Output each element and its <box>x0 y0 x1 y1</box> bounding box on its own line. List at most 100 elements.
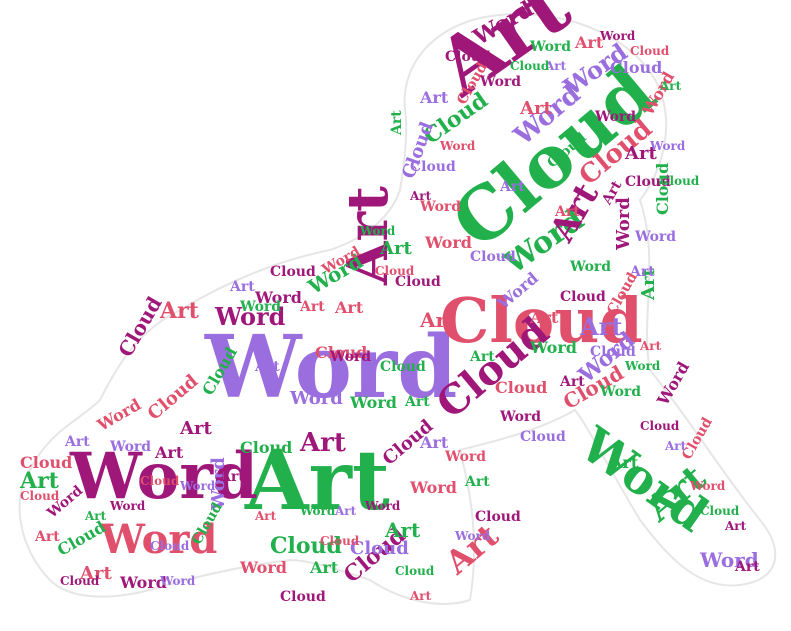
cloud-word-art: Art <box>310 558 339 577</box>
cloud-word-cloud: Cloud <box>470 249 516 265</box>
cloud-word-word: Word <box>410 478 457 497</box>
cloud-word-cloud: Cloud <box>20 453 73 472</box>
cloud-word-cloud: Cloud <box>590 344 636 360</box>
cloud-word-word: Word <box>530 39 572 55</box>
cloud-word-word: Word <box>595 109 637 125</box>
cloud-word-word: Word <box>570 259 612 275</box>
cloud-word-art: Art <box>545 59 567 73</box>
cloud-word-art: Art <box>410 589 432 603</box>
cloud-word-art: Art <box>389 110 405 135</box>
cloud-word-cloud: Cloud <box>320 534 360 548</box>
cloud-word-art: Art <box>410 189 432 203</box>
cloud-word-art: Art <box>420 433 449 452</box>
cloud-word-word: Word <box>240 558 287 577</box>
cloud-word-art: Art <box>230 279 255 295</box>
cloud-word-art: Art <box>420 88 449 107</box>
cloud-word-word: Word <box>70 439 258 514</box>
cloud-word-art: Art <box>335 298 364 317</box>
cloud-word-art: Art <box>35 529 60 545</box>
cloud-word-word: Word <box>290 388 343 409</box>
cloud-word-art: Art <box>420 308 456 332</box>
cloud-word-art: Art <box>255 509 277 523</box>
cloud-word-word: Word <box>365 499 401 513</box>
cloud-word-word: Word <box>240 299 282 315</box>
cloud-word-word: Word <box>600 384 642 400</box>
cloud-word-word: Word <box>255 288 302 307</box>
cloud-word-art: Art <box>575 33 604 52</box>
cloud-word-word: Word <box>360 224 396 238</box>
cloud-word-art: Art <box>470 349 495 365</box>
cloud-word-art: Art <box>735 559 760 575</box>
cloud-word-art: Art <box>300 299 325 315</box>
cloud-word-word: Word <box>425 233 472 252</box>
cloud-word-art: Art <box>220 469 245 485</box>
cloud-word-art: Art <box>405 394 430 410</box>
cloud-word-word: Word <box>120 573 167 592</box>
cloud-word-cloud: Cloud <box>410 159 456 175</box>
cloud-word-art: Art <box>555 204 580 220</box>
cloud-word-word: Word <box>440 139 476 153</box>
cloud-word-art: Art <box>725 519 747 533</box>
cloud-word-art: Art <box>180 418 212 439</box>
cloud-word-cloud: Cloud <box>495 378 548 397</box>
cloud-word-art: Art <box>610 453 639 472</box>
cloud-word-art: Art <box>520 98 552 119</box>
cloud-word-art: Art <box>560 374 585 390</box>
cloud-word-cloud: Cloud <box>625 174 671 190</box>
cloud-word-word: Word <box>100 516 218 563</box>
cloud-word-word: Word <box>420 199 462 215</box>
cloud-word-cloud: Cloud <box>395 274 441 290</box>
cloud-word-art: Art <box>245 433 390 529</box>
cloud-word-art: Art <box>155 443 184 462</box>
cloud-word-cloud: Cloud <box>270 533 342 559</box>
cloud-word-word: Word <box>480 74 522 90</box>
cloud-word-cloud: Cloud <box>150 539 190 553</box>
cloud-word-word: Word <box>613 197 634 250</box>
cloud-word-art: Art <box>380 238 412 259</box>
cloud-word-art: Art <box>500 179 525 195</box>
cloud-word-cloud: Cloud <box>610 58 663 77</box>
cloud-word-cloud: Cloud <box>440 284 643 357</box>
cloud-word-word: Word <box>445 449 487 465</box>
cloud-word-art: Art <box>630 264 655 280</box>
cloud-word-cloud: Cloud <box>475 509 521 525</box>
cloud-word-word: Word <box>110 439 152 455</box>
cloud-word-cloud: Cloud <box>270 264 316 280</box>
cloud-word-art: Art <box>665 439 687 453</box>
cloud-word-word: Word <box>690 479 726 493</box>
cloud-word-cloud: Cloud <box>660 174 700 188</box>
cloud-word-art: Art <box>625 143 657 164</box>
cloud-word-word: Word <box>530 338 577 357</box>
cloud-word-cloud: Cloud <box>315 343 368 362</box>
cloud-word-word: Word <box>500 409 542 425</box>
cloud-word-cloud: Cloud <box>140 474 180 488</box>
cloud-word-word: Word <box>205 317 458 418</box>
cloud-word-art: Art <box>85 509 107 523</box>
cloud-word-cloud: Cloud <box>280 589 326 605</box>
cloud-word-cloud: Cloud <box>350 538 409 559</box>
cloud-word-art: Art <box>20 468 59 494</box>
cloud-word-cloud: Cloud <box>20 489 60 503</box>
cloud-word-cloud: Cloud <box>395 564 435 578</box>
cloud-word-art: Art <box>65 434 90 450</box>
cloud-word-cloud: Cloud <box>640 419 680 433</box>
cloud-word-art: Art <box>385 518 421 542</box>
cloud-word-cloud: Cloud <box>560 289 606 305</box>
cloud-word-word: Word <box>635 229 677 245</box>
cloud-word-word: Word <box>215 302 286 331</box>
cloud-word-art: Art <box>300 428 346 458</box>
cloud-word-cloud: Cloud <box>240 438 293 457</box>
cloud-word-word: Word <box>600 29 636 43</box>
cloud-word-cloud: Cloud <box>380 359 426 375</box>
cloud-word-word: Word <box>180 479 216 493</box>
cloud-word-cloud: Cloud <box>60 574 100 588</box>
cloud-word-art: Art <box>160 298 199 324</box>
cloud-word-art: Art <box>80 563 112 584</box>
cloud-word-word: Word <box>625 359 661 373</box>
silhouette-shape <box>18 13 777 605</box>
cloud-word-art: Art <box>660 79 682 93</box>
cloud-word-cloud: Cloud <box>520 429 566 445</box>
cloud-word-word: Word <box>350 393 397 412</box>
